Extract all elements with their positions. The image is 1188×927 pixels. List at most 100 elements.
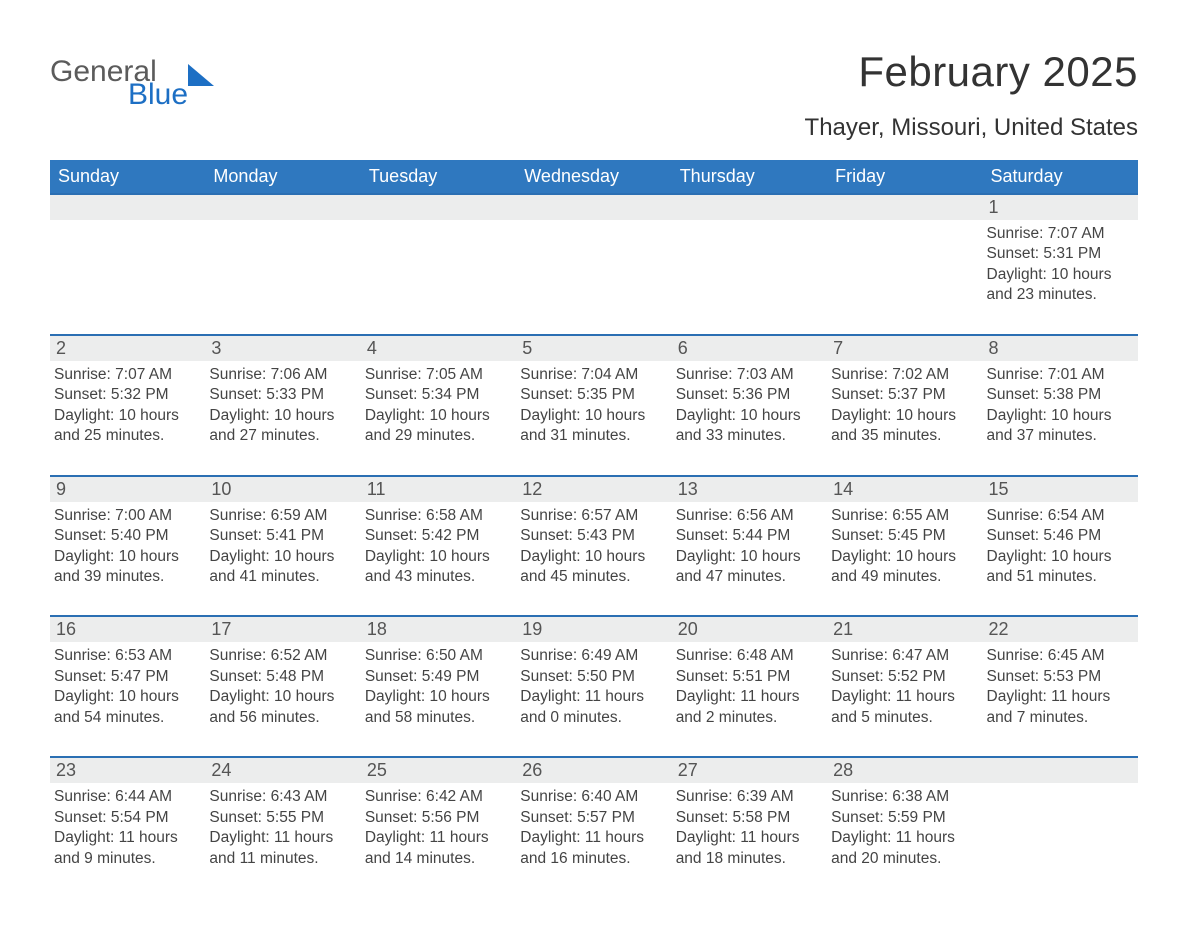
day-number: 16 [50, 617, 205, 642]
day-number: 21 [827, 617, 982, 642]
day-number: 12 [516, 477, 671, 502]
logo-triangle-icon [188, 64, 214, 86]
detail-row: Sunrise: 6:44 AMSunset: 5:54 PM Daylight:… [50, 783, 1138, 897]
daylight-text: Daylight: 10 hours and 39 minutes. [54, 547, 199, 588]
day-detail: Sunrise: 7:07 AMSunset: 5:31 PMDaylight:… [983, 220, 1138, 334]
day-number: 17 [205, 617, 360, 642]
dow-tuesday: Tuesday [361, 160, 516, 193]
day-detail [361, 220, 516, 334]
day-detail: Sunrise: 6:43 AMSunset: 5:55 PMDaylight:… [205, 783, 360, 897]
day-detail: Sunrise: 6:42 AMSunset: 5:56 PMDaylight:… [361, 783, 516, 897]
day-detail: Sunrise: 6:54 AMSunset: 5:46 PMDaylight:… [983, 502, 1138, 616]
day-detail: Sunrise: 7:04 AMSunset: 5:35 PMDaylight:… [516, 361, 671, 475]
logo: General Blue [50, 58, 214, 108]
sunrise-text: Sunrise: 7:02 AM [831, 365, 976, 385]
sunrise-text: Sunrise: 6:58 AM [365, 506, 510, 526]
sunset-text: Sunset: 5:55 PM [209, 808, 354, 828]
day-detail: Sunrise: 7:01 AMSunset: 5:38 PMDaylight:… [983, 361, 1138, 475]
day-detail: Sunrise: 7:03 AMSunset: 5:36 PMDaylight:… [672, 361, 827, 475]
daylight-text: Daylight: 10 hours and 47 minutes. [676, 547, 821, 588]
day-detail: Sunrise: 6:47 AMSunset: 5:52 PMDaylight:… [827, 642, 982, 756]
detail-row: Sunrise: 7:00 AMSunset: 5:40 PMDaylight:… [50, 502, 1138, 616]
daylight-text: Daylight: 10 hours and 31 minutes. [520, 406, 665, 447]
day-number [205, 195, 360, 220]
dow-thursday: Thursday [672, 160, 827, 193]
daylight-text: Daylight: 11 hours and 5 minutes. [831, 687, 976, 728]
day-number: 25 [361, 758, 516, 783]
week-row: 9 10 11 12 13 14 15 Sunrise: 7:00 AMSuns… [50, 475, 1138, 616]
sunrise-text: Sunrise: 6:43 AM [209, 787, 354, 807]
day-detail: Sunrise: 6:39 AMSunset: 5:58 PMDaylight:… [672, 783, 827, 897]
day-number: 15 [983, 477, 1138, 502]
sunset-text: Sunset: 5:43 PM [520, 526, 665, 546]
sunset-text: Sunset: 5:38 PM [987, 385, 1132, 405]
detail-row: Sunrise: 6:53 AMSunset: 5:47 PMDaylight:… [50, 642, 1138, 756]
day-detail [672, 220, 827, 334]
day-detail: Sunrise: 6:52 AMSunset: 5:48 PMDaylight:… [205, 642, 360, 756]
day-number: 10 [205, 477, 360, 502]
daylight-text: Daylight: 10 hours and 33 minutes. [676, 406, 821, 447]
sunrise-text: Sunrise: 6:50 AM [365, 646, 510, 666]
sunset-text: Sunset: 5:42 PM [365, 526, 510, 546]
day-detail: Sunrise: 6:57 AMSunset: 5:43 PMDaylight:… [516, 502, 671, 616]
sunset-text: Sunset: 5:35 PM [520, 385, 665, 405]
day-number: 28 [827, 758, 982, 783]
detail-row: Sunrise: 7:07 AMSunset: 5:31 PMDaylight:… [50, 220, 1138, 334]
daynum-row: 1 [50, 193, 1138, 220]
day-number: 6 [672, 336, 827, 361]
day-number: 2 [50, 336, 205, 361]
sunset-text: Sunset: 5:52 PM [831, 667, 976, 687]
day-detail: Sunrise: 6:44 AMSunset: 5:54 PMDaylight:… [50, 783, 205, 897]
day-detail: Sunrise: 6:38 AMSunset: 5:59 PMDaylight:… [827, 783, 982, 897]
day-detail: Sunrise: 6:49 AMSunset: 5:50 PMDaylight:… [516, 642, 671, 756]
daylight-text: Daylight: 10 hours and 41 minutes. [209, 547, 354, 588]
sunrise-text: Sunrise: 6:44 AM [54, 787, 199, 807]
sunrise-text: Sunrise: 7:07 AM [987, 224, 1132, 244]
daynum-row: 23 24 25 26 27 28 [50, 756, 1138, 783]
daylight-text: Daylight: 11 hours and 7 minutes. [987, 687, 1132, 728]
day-number: 11 [361, 477, 516, 502]
day-number: 20 [672, 617, 827, 642]
day-number: 9 [50, 477, 205, 502]
dow-sunday: Sunday [50, 160, 205, 193]
day-detail [205, 220, 360, 334]
daylight-text: Daylight: 10 hours and 49 minutes. [831, 547, 976, 588]
sunrise-text: Sunrise: 6:54 AM [987, 506, 1132, 526]
sunrise-text: Sunrise: 6:38 AM [831, 787, 976, 807]
daylight-text: Daylight: 10 hours and 43 minutes. [365, 547, 510, 588]
day-number: 19 [516, 617, 671, 642]
day-number: 14 [827, 477, 982, 502]
day-detail [827, 220, 982, 334]
daylight-text: Daylight: 10 hours and 27 minutes. [209, 406, 354, 447]
daylight-text: Daylight: 11 hours and 20 minutes. [831, 828, 976, 869]
sunrise-text: Sunrise: 6:59 AM [209, 506, 354, 526]
day-number: 27 [672, 758, 827, 783]
daylight-text: Daylight: 11 hours and 16 minutes. [520, 828, 665, 869]
daylight-text: Daylight: 10 hours and 29 minutes. [365, 406, 510, 447]
sunrise-text: Sunrise: 6:45 AM [987, 646, 1132, 666]
month-title: February 2025 [805, 48, 1138, 96]
sunset-text: Sunset: 5:49 PM [365, 667, 510, 687]
dow-friday: Friday [827, 160, 982, 193]
day-detail [516, 220, 671, 334]
day-number: 23 [50, 758, 205, 783]
sunset-text: Sunset: 5:31 PM [987, 244, 1132, 264]
sunset-text: Sunset: 5:45 PM [831, 526, 976, 546]
day-detail: Sunrise: 7:00 AMSunset: 5:40 PMDaylight:… [50, 502, 205, 616]
sunrise-text: Sunrise: 6:48 AM [676, 646, 821, 666]
detail-row: Sunrise: 7:07 AMSunset: 5:32 PMDaylight:… [50, 361, 1138, 475]
dow-saturday: Saturday [983, 160, 1138, 193]
day-number [672, 195, 827, 220]
sunrise-text: Sunrise: 6:47 AM [831, 646, 976, 666]
daylight-text: Daylight: 10 hours and 45 minutes. [520, 547, 665, 588]
sunset-text: Sunset: 5:54 PM [54, 808, 199, 828]
title-block: February 2025 Thayer, Missouri, United S… [805, 48, 1138, 142]
sunset-text: Sunset: 5:41 PM [209, 526, 354, 546]
day-detail [983, 783, 1138, 897]
day-number [516, 195, 671, 220]
dow-monday: Monday [205, 160, 360, 193]
sunrise-text: Sunrise: 6:53 AM [54, 646, 199, 666]
day-number [983, 758, 1138, 783]
calendar-page: General Blue February 2025 Thayer, Misso… [0, 0, 1188, 927]
sunset-text: Sunset: 5:37 PM [831, 385, 976, 405]
